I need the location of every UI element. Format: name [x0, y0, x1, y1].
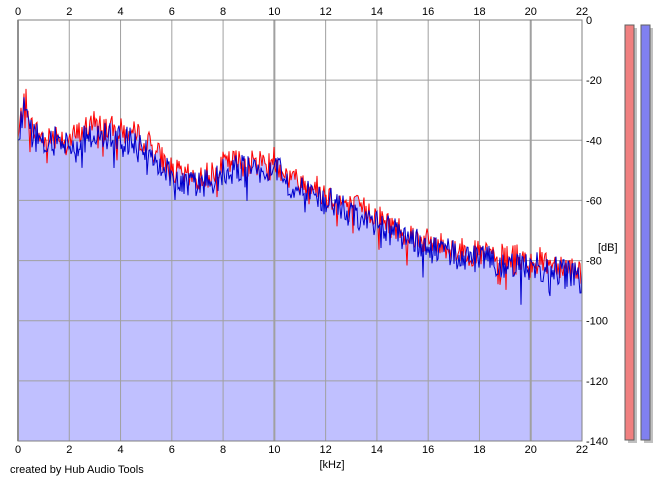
x-tick-label: 16 [422, 444, 434, 456]
y-tick-label: -40 [586, 135, 602, 147]
x-tick-label: 18 [473, 444, 485, 456]
x-tick-label: 14 [371, 444, 383, 456]
meter-fill [640, 24, 651, 441]
x-tick-label: 6 [169, 444, 175, 456]
y-tick-labels: 0 -20 -40 -60 -80 -100 -120 -140 [586, 15, 608, 448]
x-tick-label: 8 [220, 444, 226, 456]
x-tick-label: 8 [220, 6, 226, 18]
plot-border [17, 19, 583, 442]
x-tick-label: 0 [15, 6, 21, 18]
x-tick-label: 20 [525, 444, 537, 456]
y-tick-label: -80 [586, 256, 602, 268]
x-tick-label: 0 [15, 444, 21, 456]
x-tick-label: 10 [268, 6, 280, 18]
spectrum-area [18, 88, 582, 442]
x-tick-labels-top: 0 2 4 6 8 10 12 14 16 18 20 22 [15, 6, 588, 18]
level-meters [624, 24, 653, 443]
series-lines [17, 88, 583, 305]
y-tick-label: -60 [586, 195, 602, 207]
x-tick-label: 2 [66, 444, 72, 456]
x-axis-unit: [kHz] [319, 459, 344, 471]
x-tick-labels-bottom: 0 2 4 6 8 10 12 14 16 18 20 22 [15, 444, 588, 456]
series-line-blue [17, 97, 583, 305]
meter-fill [624, 24, 635, 441]
x-tick-label: 16 [422, 6, 434, 18]
plot-frame [17, 19, 583, 442]
x-tick-label: 4 [117, 6, 123, 18]
x-tick-label: 18 [473, 6, 485, 18]
x-tick-label: 12 [320, 444, 332, 456]
x-tick-label: 10 [268, 444, 280, 456]
y-tick-label: -140 [586, 436, 608, 448]
y-axis-unit: [dB] [598, 242, 618, 254]
credit-text: created by Hub Audio Tools [10, 464, 144, 476]
x-tick-label: 22 [576, 444, 588, 456]
x-tick-label: 6 [169, 6, 175, 18]
x-tick-label: 22 [576, 6, 588, 18]
x-tick-label: 12 [320, 6, 332, 18]
y-tick-label: 0 [586, 15, 592, 27]
spectrum-fill [18, 88, 582, 442]
y-tick-label: -20 [586, 75, 602, 87]
x-tick-label: 20 [525, 6, 537, 18]
x-tick-label: 14 [371, 6, 383, 18]
x-tick-label: 4 [117, 444, 123, 456]
y-tick-label: -120 [586, 376, 608, 388]
x-tick-label: 2 [66, 6, 72, 18]
y-tick-label: -100 [586, 316, 608, 328]
